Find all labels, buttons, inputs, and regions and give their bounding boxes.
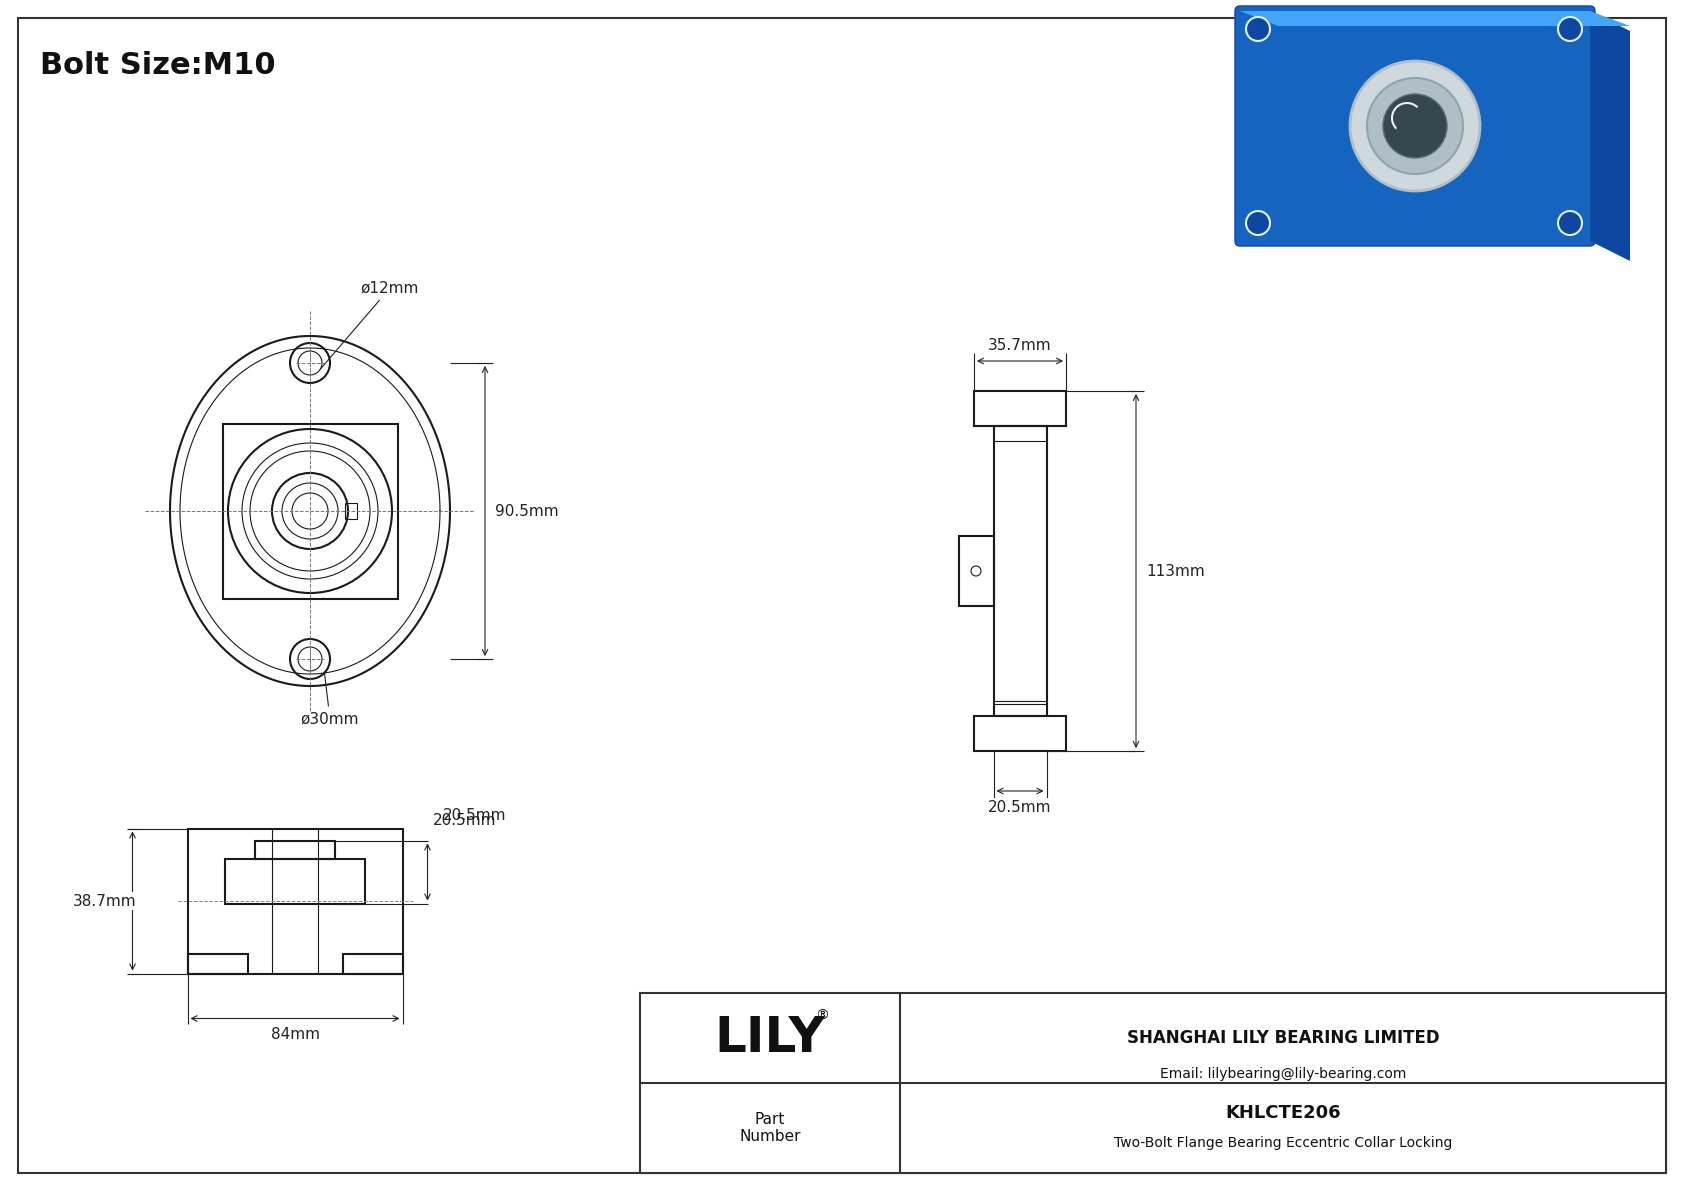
Bar <box>222 424 397 599</box>
Text: Part
Number: Part Number <box>739 1112 802 1145</box>
Text: 35.7mm: 35.7mm <box>989 337 1052 353</box>
Bar <box>994 426 1046 716</box>
Bar <box>187 954 248 973</box>
Bar <box>973 391 1066 426</box>
Text: KHLCTE206: KHLCTE206 <box>1226 1104 1340 1122</box>
Bar <box>640 993 1665 1173</box>
Bar <box>345 503 357 519</box>
Bar <box>254 841 335 859</box>
Text: Two-Bolt Flange Bearing Eccentric Collar Locking: Two-Bolt Flange Bearing Eccentric Collar… <box>1113 1136 1452 1151</box>
Text: 113mm: 113mm <box>1147 563 1204 579</box>
Text: 84mm: 84mm <box>271 1027 320 1042</box>
Text: 90.5mm: 90.5mm <box>495 504 559 518</box>
Polygon shape <box>1239 11 1630 26</box>
Text: 20.5mm: 20.5mm <box>443 807 505 823</box>
Text: 38.7mm: 38.7mm <box>72 893 136 909</box>
Circle shape <box>1351 61 1480 191</box>
Circle shape <box>1246 17 1270 40</box>
Circle shape <box>1558 17 1581 40</box>
Bar <box>226 859 365 904</box>
Text: Bolt Size:M10: Bolt Size:M10 <box>40 51 276 80</box>
Circle shape <box>1383 94 1447 158</box>
Circle shape <box>1246 211 1270 235</box>
Text: LILY: LILY <box>714 1014 825 1062</box>
Text: SHANGHAI LILY BEARING LIMITED: SHANGHAI LILY BEARING LIMITED <box>1127 1029 1440 1047</box>
Bar <box>973 716 1066 752</box>
Bar <box>342 954 402 973</box>
Text: 20.5mm: 20.5mm <box>989 799 1052 815</box>
Text: Email: lilybearing@lily-bearing.com: Email: lilybearing@lily-bearing.com <box>1160 1067 1406 1081</box>
Text: ø12mm: ø12mm <box>320 281 419 369</box>
Polygon shape <box>1590 11 1630 261</box>
Circle shape <box>1558 211 1581 235</box>
Bar <box>187 829 402 973</box>
Bar <box>958 536 994 606</box>
Circle shape <box>1367 77 1463 174</box>
Text: 20.5mm: 20.5mm <box>433 813 497 828</box>
Text: ø30mm: ø30mm <box>301 672 359 727</box>
FancyBboxPatch shape <box>1234 6 1595 247</box>
Text: ®: ® <box>815 1009 829 1023</box>
